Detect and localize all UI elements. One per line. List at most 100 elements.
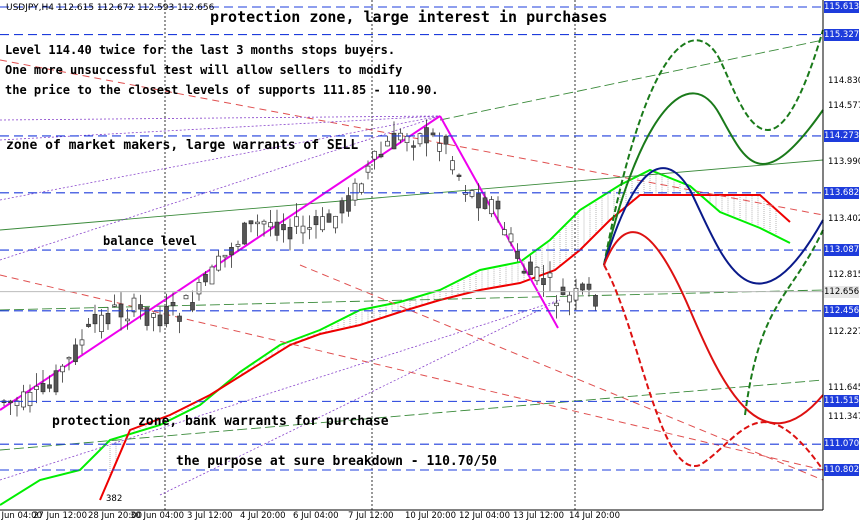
candle [515, 243, 520, 262]
candle [229, 242, 234, 268]
x-tick-label: 7 Jul 12:00 [348, 511, 394, 521]
y-tick-label: 111.347 [828, 411, 860, 422]
forecast-up-solid [603, 92, 824, 266]
candle [105, 307, 111, 330]
candle [196, 278, 202, 301]
candle [300, 215, 306, 244]
candle [489, 196, 494, 218]
x-tick-label: 27 Jun 12:00 [33, 511, 87, 521]
candle [177, 312, 182, 334]
candle [248, 220, 254, 233]
candle [281, 213, 286, 243]
candle [79, 329, 85, 355]
current-price-tag: 112.656 [824, 285, 860, 298]
x-tick-label: 28 Jun 20:00 [88, 511, 142, 521]
ichimoku-slow-line [99, 194, 791, 501]
candle [586, 277, 592, 297]
candle [469, 189, 475, 199]
candle [255, 214, 260, 237]
y-tick-label: 114.577 [828, 100, 860, 111]
x-tick-label: 13 Jul 12:00 [513, 511, 564, 521]
level-price-tag: 113.682 [824, 186, 860, 199]
symbol-label: USDJPY,H4 [6, 3, 54, 13]
candle [34, 373, 39, 404]
red-channel-1 [0, 274, 824, 471]
candle [47, 375, 52, 393]
y-tick-label: 113.990 [828, 157, 860, 168]
candle [391, 121, 397, 150]
fan-line-2 [0, 115, 441, 261]
annotation-note-1: Level 114.40 twice for the last 3 months… [5, 43, 396, 57]
candle [450, 155, 455, 175]
candle [92, 304, 98, 333]
candle [411, 140, 416, 161]
candle [268, 209, 273, 237]
green-channel-0 [0, 159, 824, 231]
chart-header: USDJPY,H4 112.615 112.672 112.593 112.65… [6, 3, 214, 13]
candle [287, 218, 293, 251]
candle [430, 128, 436, 138]
annotation-balance: balance level [103, 234, 197, 248]
annotation-bottom-zone: protection zone, bank warrants for purch… [52, 414, 389, 429]
candle [190, 290, 195, 313]
level-price-tag: 115.613 [824, 1, 860, 13]
candle [222, 254, 228, 268]
candle [60, 364, 65, 383]
forecast-mid [603, 167, 824, 285]
candle [365, 160, 371, 180]
annotation-top-zone: protection zone, large interest in purch… [210, 8, 608, 26]
y-tick-label: 114.830 [828, 76, 860, 87]
candle [131, 293, 137, 317]
candle [372, 150, 377, 170]
y-tick-label: 112.227 [828, 326, 860, 337]
candle [482, 191, 488, 210]
forecast-down-dashed [603, 264, 824, 471]
candle [476, 183, 481, 221]
candle [508, 227, 514, 247]
y-tick-label: 111.645 [828, 382, 860, 393]
candle [313, 209, 319, 239]
green-channel-2 [0, 379, 824, 451]
candle [112, 294, 117, 308]
candle [554, 295, 559, 319]
candle [378, 141, 384, 159]
x-tick-label: 10 Jul 20:00 [405, 511, 456, 521]
candle [580, 282, 585, 295]
green-channel-3 [439, 39, 824, 121]
candle [66, 356, 72, 371]
fan-line-1 [0, 115, 441, 201]
candle [547, 261, 553, 292]
candle [320, 207, 325, 233]
candle [125, 308, 130, 330]
candle [183, 294, 189, 300]
candle [359, 182, 364, 195]
candle [73, 338, 78, 366]
level-price-tag: 114.273 [824, 129, 860, 142]
fan-line-0 [0, 115, 441, 121]
annotation-mm-zone: zone of market makers, large warrants of… [6, 138, 359, 153]
y-tick-label: 113.402 [828, 213, 860, 224]
candle [456, 173, 462, 181]
candle [99, 309, 104, 339]
candle [138, 294, 143, 320]
candle [86, 317, 91, 328]
candle [424, 119, 429, 157]
candle [209, 264, 215, 285]
ohlc-values: 112.615 112.672 112.593 112.656 [56, 3, 215, 13]
candle [53, 364, 59, 396]
candle [307, 215, 312, 240]
level-price-tag: 112.456 [824, 304, 860, 317]
candle [151, 312, 156, 332]
forecast-up-dashed [603, 29, 824, 266]
candle [326, 209, 332, 223]
candle [21, 384, 26, 411]
candle [502, 222, 507, 236]
candle [573, 278, 579, 310]
level-price-tag: 111.515 [824, 395, 860, 408]
candle [443, 134, 449, 155]
forecast-rebound-dashed [744, 229, 824, 416]
y-tick-label: 112.815 [828, 270, 860, 281]
candle [521, 264, 527, 275]
candle [528, 255, 533, 276]
level-price-tag: 111.070 [824, 438, 860, 451]
